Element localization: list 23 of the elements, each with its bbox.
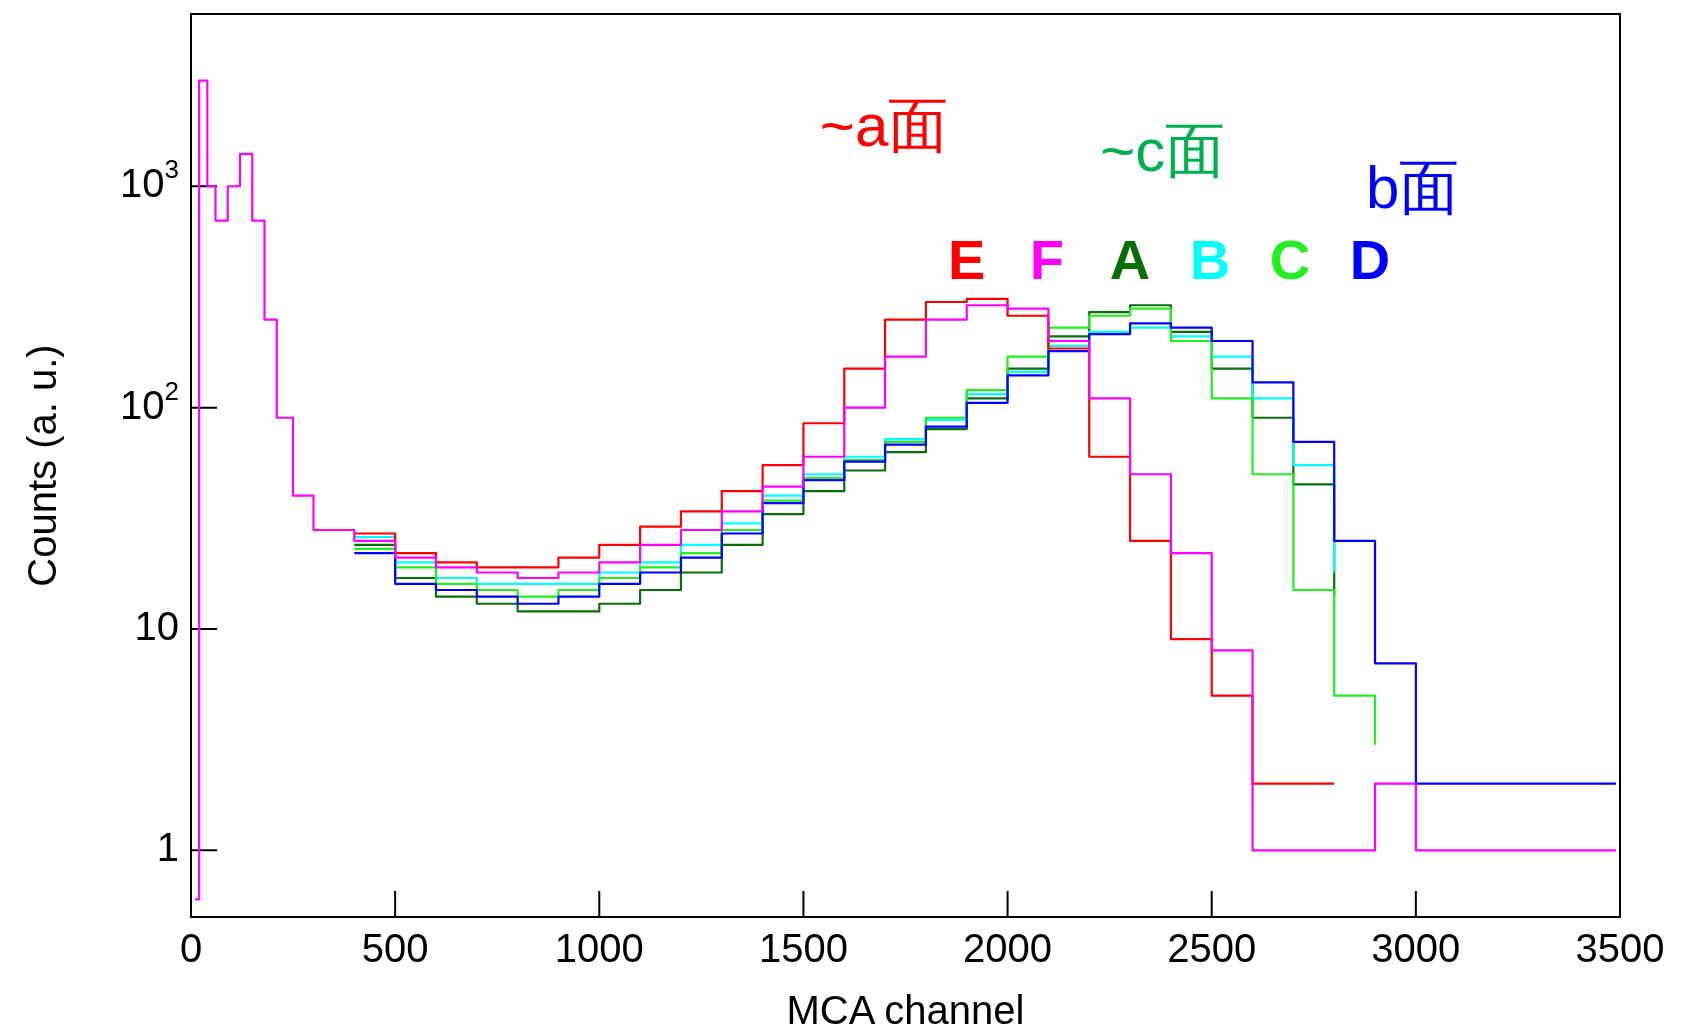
y-tick-label: 1 bbox=[156, 824, 179, 869]
annotation: ~c面 bbox=[1100, 116, 1226, 184]
series-label: F bbox=[1029, 227, 1064, 291]
x-tick-label: 3000 bbox=[1371, 926, 1461, 970]
series-label: C bbox=[1269, 227, 1311, 291]
series-label: B bbox=[1189, 227, 1231, 291]
x-tick-label: 0 bbox=[179, 926, 203, 970]
annotation: b面 bbox=[1366, 153, 1460, 221]
x-tick-label: 500 bbox=[361, 926, 429, 970]
x-tick-label: 3500 bbox=[1575, 926, 1665, 970]
series-label: E bbox=[948, 227, 986, 291]
y-tick-label: 10$^{2}$ bbox=[120, 375, 179, 427]
y-axis-title: Counts (a. u.) bbox=[20, 344, 64, 587]
x-tick-label: 1000 bbox=[554, 926, 644, 970]
x-tick-label: 1500 bbox=[758, 926, 848, 970]
y-tick-label: 10$^{3}$ bbox=[120, 154, 179, 205]
x-tick-label: 2000 bbox=[963, 926, 1053, 970]
y-tick-label: 10 bbox=[134, 603, 179, 648]
annotation: ~a面 bbox=[819, 91, 949, 159]
x-axis-title: MCA channel bbox=[786, 988, 1025, 1032]
series-label: D bbox=[1349, 227, 1391, 291]
series-label: A bbox=[1109, 227, 1151, 291]
x-tick-label: 2500 bbox=[1167, 926, 1257, 970]
